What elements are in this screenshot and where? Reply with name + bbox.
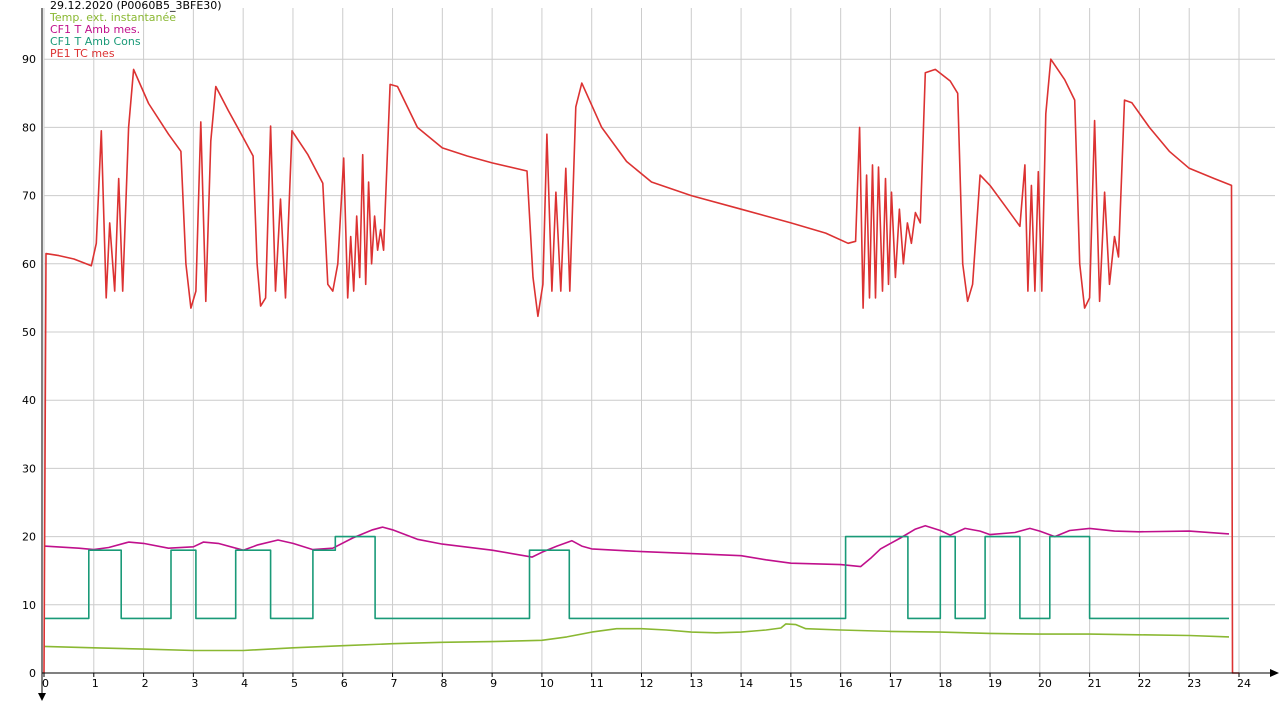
x-tick-label: 12 [640,677,654,690]
x-tick-label: 6 [341,677,348,690]
tick-labels: 0 1 2 3 4 5 6 7 8 9 10 11 12 13 14 15 16 17 18 19 20 21 22 23 24… [22,53,1251,690]
x-tick-label: 9 [490,677,497,690]
x-tick-label: 5 [291,677,298,690]
x-tick-label: 19 [988,677,1002,690]
x-tick-label: 2 [142,677,149,690]
x-tick-label: 24 [1237,677,1251,690]
y-tick-label: 20 [22,531,36,544]
y-axis-arrow [38,693,46,701]
y-tick-label: 40 [22,394,36,407]
y-tick-label: 10 [22,599,36,612]
x-tick-label: 14 [739,677,753,690]
series-group [43,58,1239,674]
legend-entry-pe1-tc-mes: PE1 TC mes [50,47,115,60]
series-line-cf1-amb-mes [43,524,1230,568]
axes [38,8,1279,701]
y-tick-label: 80 [22,121,36,134]
x-tick-label: 8 [440,677,447,690]
x-tick-label: 22 [1137,677,1151,690]
legend-entry-cf1-amb-mes: CF1 T Amb mes. [50,23,141,36]
x-tick-label: 20 [1038,677,1052,690]
series-line-pe1-tc-mes [43,58,1239,674]
x-tick-label: 16 [839,677,853,690]
x-tick-label: 3 [191,677,198,690]
legend: 29.12.2020 (P0060B5_3BFE30) Temp. ext. i… [50,0,222,60]
series-line-cf1-amb-cons [44,535,1229,620]
x-tick-label: 13 [689,677,703,690]
x-tick-label: 7 [391,677,398,690]
x-tick-label: 18 [938,677,952,690]
series-line-temp-ext [43,623,1230,652]
x-tick-label: 10 [540,677,554,690]
legend-entry-temp-ext: Temp. ext. instantanée [50,11,177,24]
x-tick-label: 4 [241,677,248,690]
y-tick-label: 0 [29,667,36,680]
y-tick-label: 60 [22,258,36,271]
legend-entry-cf1-amb-cons: CF1 T Amb Cons [50,35,141,48]
x-tick-label: 21 [1088,677,1102,690]
y-tick-label: 70 [22,190,36,203]
x-tick-label: 17 [888,677,902,690]
x-axis-arrow [1270,669,1279,677]
y-tick-label: 50 [22,326,36,339]
x-tick-label: 23 [1187,677,1201,690]
y-tick-label: 30 [22,462,36,475]
x-tick-label: 1 [92,677,99,690]
y-tick-label: 90 [22,53,36,66]
x-tick-label: 11 [590,677,604,690]
chart-title: 29.12.2020 (P0060B5_3BFE30) [50,0,222,12]
x-tick-label: 0 [42,677,49,690]
x-tick-label: 15 [789,677,803,690]
